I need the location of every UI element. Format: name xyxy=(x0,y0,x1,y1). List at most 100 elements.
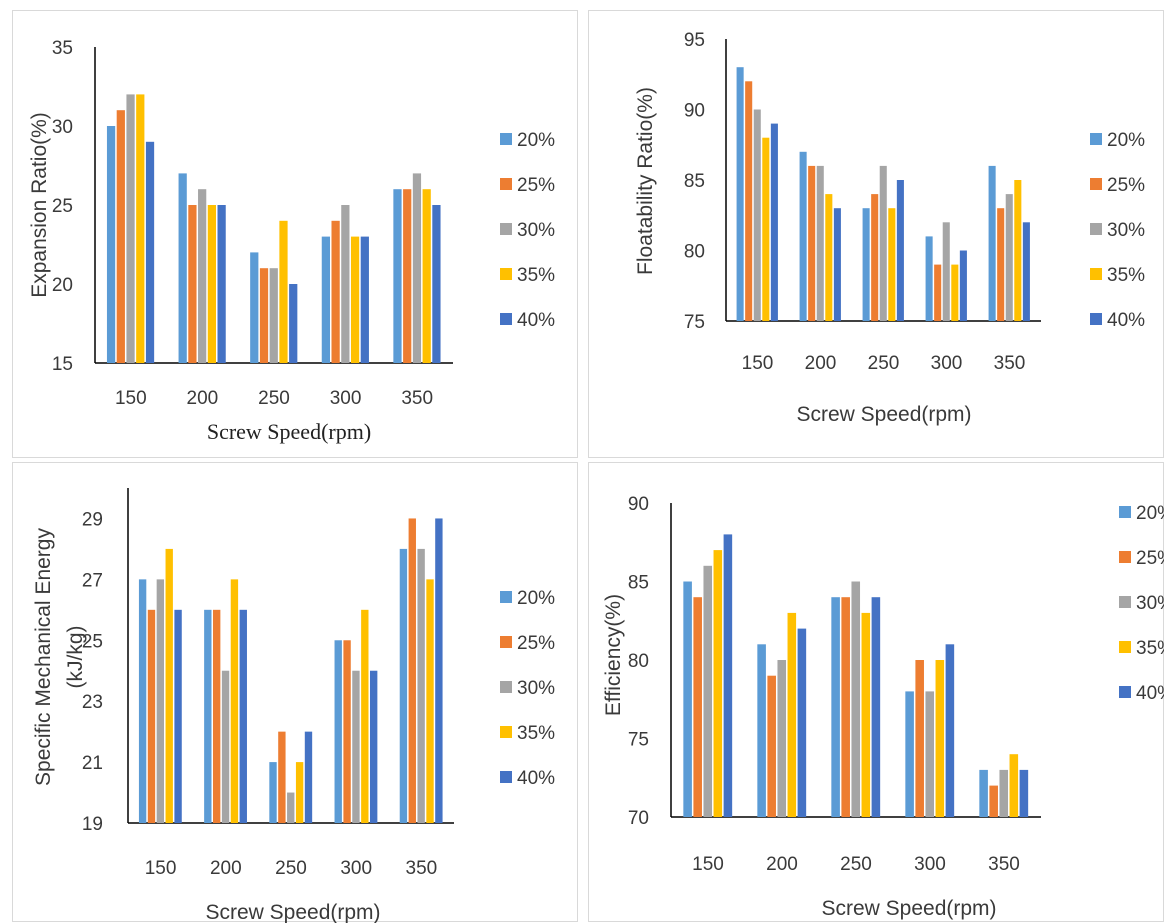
y-axis-title: Specific Mechanical Energy xyxy=(32,528,55,786)
bar-300-25pct xyxy=(331,220,340,363)
y-tick-label: 80 xyxy=(684,242,705,263)
x-tick-label: 350 xyxy=(406,858,438,879)
bar-250-30pct xyxy=(879,165,887,321)
legend-swatch-35pct xyxy=(500,726,512,738)
bar-350-35pct xyxy=(426,579,434,823)
legend-label: 25% xyxy=(1136,548,1164,569)
bar-250-30pct xyxy=(851,581,861,817)
chart-panel-efficiency: 70 75 80 85 90 150 200 250 300 350 Screw Speed(rpm… xyxy=(588,462,1164,922)
chart-panel-floatability-ratio: 75 80 85 90 95 150 200 250 300 350 Screw Speed(rpm… xyxy=(588,10,1164,458)
x-tick-label: 150 xyxy=(145,858,177,879)
bar-350-40pct xyxy=(432,205,441,363)
legend-swatch-30pct xyxy=(1119,596,1131,608)
legend-label: 35% xyxy=(517,723,555,744)
y-tick-label: 19 xyxy=(82,814,103,835)
bar-150-40pct xyxy=(174,609,182,823)
legend-swatch-20pct xyxy=(1090,133,1102,145)
legend-label: 20% xyxy=(1107,130,1145,151)
bar-250-25pct xyxy=(278,731,286,823)
legend-label: 25% xyxy=(1107,175,1145,196)
bar-200-20pct xyxy=(204,609,212,823)
bar-200-40pct xyxy=(797,628,807,817)
x-tick-label: 250 xyxy=(275,858,307,879)
bar-300-20pct xyxy=(905,691,914,817)
bar-150-35pct xyxy=(165,548,173,823)
bar-300-40pct xyxy=(945,644,955,817)
x-tick-label: 200 xyxy=(766,854,798,875)
legend-swatch-20pct xyxy=(500,591,512,603)
chart-efficiency: 70 75 80 85 90 150 200 250 300 350 Screw Speed(rpm… xyxy=(602,494,1164,920)
bar-300-35pct xyxy=(951,264,959,321)
bar-150-30pct xyxy=(753,109,761,321)
x-tick-label: 300 xyxy=(340,858,372,879)
legend-label: 40% xyxy=(517,310,555,331)
bar-150-25pct xyxy=(745,81,753,321)
bar-250-20pct xyxy=(269,762,277,823)
legend-label: 35% xyxy=(1136,638,1164,659)
legend-swatch-35pct xyxy=(500,268,512,280)
bar-200-40pct xyxy=(217,205,226,363)
legend-swatch-40pct xyxy=(500,771,512,783)
bar-350-20pct xyxy=(399,548,408,823)
bar-250-40pct xyxy=(896,180,904,321)
x-axis-title: Screw Speed(rpm) xyxy=(821,897,996,920)
legend-swatch-25pct xyxy=(1090,178,1102,190)
legend-swatch-30pct xyxy=(500,681,512,693)
bar-300-40pct xyxy=(959,250,967,321)
bar-200-30pct xyxy=(816,165,824,321)
x-tick-label: 200 xyxy=(187,388,219,409)
bar-350-35pct xyxy=(422,189,431,363)
bar-300-30pct xyxy=(925,691,935,817)
bar-150-40pct xyxy=(145,141,155,363)
legend-label: 40% xyxy=(1136,683,1164,704)
bar-150-20pct xyxy=(683,581,692,817)
bar-150-40pct xyxy=(770,123,778,321)
bar-350-20pct xyxy=(988,165,996,321)
bar-200-35pct xyxy=(207,205,217,363)
bar-350-30pct xyxy=(417,548,425,823)
legend-swatch-20pct xyxy=(1119,506,1131,518)
bar-250-30pct xyxy=(287,792,295,823)
bar-250-35pct xyxy=(861,612,871,817)
x-tick-label: 300 xyxy=(330,388,362,409)
bar-300-40pct xyxy=(370,670,378,823)
y-tick-label: 75 xyxy=(684,312,705,333)
chart-panel-specific-mechanical-energy: 19 21 23 25 27 29 150 200 250 300 350 Screw Speed(r… xyxy=(12,462,578,923)
legend-swatch-35pct xyxy=(1090,268,1102,280)
bar-150-25pct xyxy=(147,609,156,823)
bar-350-20pct xyxy=(393,189,402,363)
bar-350-40pct xyxy=(1019,769,1029,817)
bar-350-40pct xyxy=(1022,222,1030,321)
y-tick-label: 27 xyxy=(82,570,103,591)
bar-250-25pct xyxy=(871,194,879,321)
bar-300-20pct xyxy=(321,236,330,363)
bar-350-40pct xyxy=(435,518,443,823)
bar-350-25pct xyxy=(997,208,1005,321)
y-tick-label: 23 xyxy=(82,692,103,713)
x-tick-label: 200 xyxy=(805,353,837,374)
bar-300-35pct xyxy=(361,609,369,823)
y-tick-label: 70 xyxy=(628,808,649,829)
bar-200-25pct xyxy=(212,609,221,823)
x-tick-label: 350 xyxy=(401,388,433,409)
x-axis-title: Screw Speed(rpm) xyxy=(205,901,380,923)
bar-350-30pct xyxy=(412,173,422,363)
bar-350-35pct xyxy=(1014,180,1022,321)
x-tick-label: 300 xyxy=(914,854,946,875)
bar-350-30pct xyxy=(999,769,1009,817)
bar-150-30pct xyxy=(126,94,135,364)
bar-300-30pct xyxy=(942,222,950,321)
legend-swatch-25pct xyxy=(500,636,512,648)
bar-250-25pct xyxy=(841,597,850,817)
y-tick-label: 15 xyxy=(52,354,73,375)
legend-label: 35% xyxy=(1107,265,1145,286)
bar-350-25pct xyxy=(408,518,416,823)
bar-200-35pct xyxy=(825,194,833,321)
bar-250-25pct xyxy=(259,268,269,363)
y-tick-label: 90 xyxy=(628,494,649,515)
y-tick-label: 30 xyxy=(52,117,73,138)
bar-300-25pct xyxy=(934,264,942,321)
x-axis-title: Screw Speed(rpm) xyxy=(796,403,971,426)
legend-swatch-40pct xyxy=(1090,313,1102,325)
bar-300-20pct xyxy=(334,640,342,823)
